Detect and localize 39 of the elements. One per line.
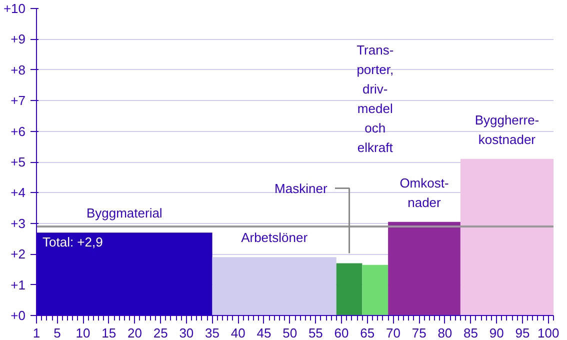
annotation: Byggmaterial: [86, 206, 162, 221]
x-tick-label: 1: [32, 326, 40, 340]
x-tick-label: 45: [256, 326, 272, 340]
y-tick-label: +10: [3, 1, 26, 16]
y-tick-label: +9: [10, 32, 26, 47]
x-tick-label: 5: [54, 326, 61, 340]
x-tick-label: 85: [464, 326, 478, 340]
x-tick-label: 80: [438, 326, 452, 340]
x-tick-label: 55: [308, 326, 323, 340]
x-tick-label: 70: [386, 326, 400, 340]
y-tick-label: +3: [10, 216, 26, 231]
x-tick-label: 20: [128, 326, 142, 340]
x-tick-label: 25: [153, 326, 168, 340]
x-tick-label: 40: [230, 326, 246, 340]
x-tick-label: 90: [489, 326, 504, 340]
y-tick-label: +5: [10, 154, 26, 170]
annotation: Trans- porter, driv- medel och elkraft: [356, 42, 394, 155]
x-tick-label: 95: [515, 326, 530, 340]
x-tick-label: 65: [360, 326, 375, 340]
y-tick-label: +1: [10, 277, 26, 292]
x-tick-label: 10: [76, 326, 90, 340]
y-tick-label: +2: [10, 246, 26, 262]
annotation: Arbetslöner: [241, 230, 308, 246]
x-tick-label: 75: [412, 326, 426, 340]
y-tick-label: +0: [10, 308, 26, 323]
y-tick-label: +7: [10, 93, 26, 108]
annotation: Byggherre- kostnader: [474, 112, 540, 147]
x-tick-label: 35: [205, 326, 220, 340]
x-tick-label: 60: [334, 326, 349, 340]
x-tick-label: 15: [102, 326, 116, 340]
y-tick-label: +6: [10, 124, 26, 139]
x-tick-label: 30: [179, 326, 194, 340]
y-tick-label: +8: [10, 62, 26, 78]
annotation: Omkost- nader: [400, 175, 449, 210]
ref-line-label: Total: +2,9: [42, 234, 103, 250]
y-tick-label: +4: [10, 185, 26, 200]
x-tick-label: 50: [282, 326, 298, 340]
x-tick-label: 100: [537, 326, 560, 340]
annotation: Maskiner: [274, 180, 328, 196]
